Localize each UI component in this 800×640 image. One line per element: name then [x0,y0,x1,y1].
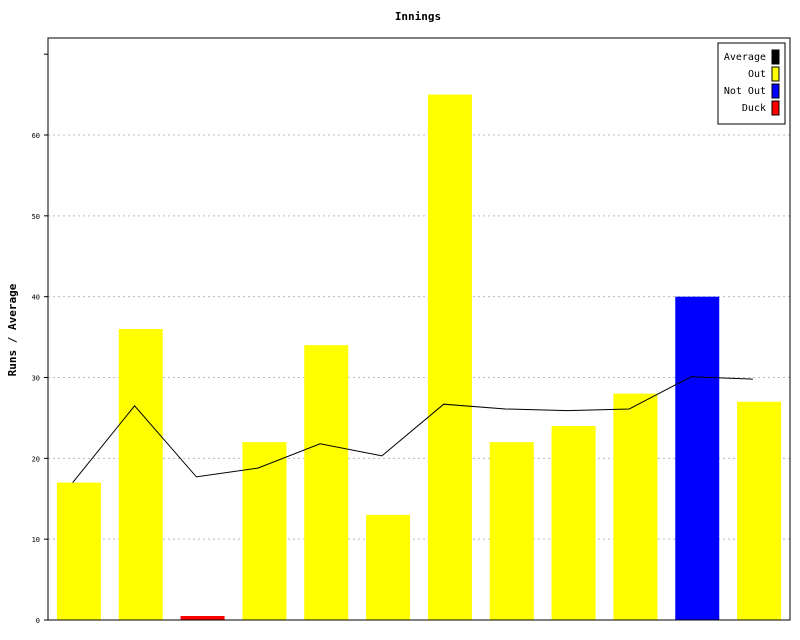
legend-label: Duck [742,103,766,114]
y-tick-label: 20 [32,455,40,463]
legend-label: Out [748,69,766,80]
average-line-layer [72,376,753,483]
bar-innings-5 [304,345,349,620]
axes: 0 10 20 30 40 50 60 [32,37,791,625]
bar-innings-11 [675,296,720,620]
bar-innings-6 [366,514,411,620]
gridlines [48,134,790,540]
y-tick-label: 10 [32,536,40,544]
bar-innings-4 [242,442,287,620]
legend: Average Out Not Out Duck [717,42,786,125]
legend-swatch [771,83,780,99]
average-line [72,376,753,483]
bar-innings-9 [551,426,596,620]
plot-frame [47,37,791,621]
bar-innings-7 [427,94,472,621]
legend-swatch [771,100,780,116]
bar-innings-2 [118,329,163,620]
legend-label: Not Out [724,86,766,97]
bar-innings-12 [737,401,782,620]
bar-innings-10 [613,393,658,620]
chart-title: Innings [395,10,441,23]
bar-innings-3 [180,616,225,620]
legend-swatch [771,66,780,82]
y-tick-label: 30 [32,375,40,383]
legend-swatch [771,49,780,65]
y-tick-label: 60 [32,132,40,140]
y-tick-label: 0 [36,617,40,625]
bar-innings-1 [56,482,101,620]
legend-label: Average [724,52,766,63]
bar-innings-8 [489,442,534,620]
bars [56,94,782,621]
y-tick-label: 50 [32,213,40,221]
y-axis-label: Runs / Average [6,283,19,376]
y-tick-label: 40 [32,294,40,302]
